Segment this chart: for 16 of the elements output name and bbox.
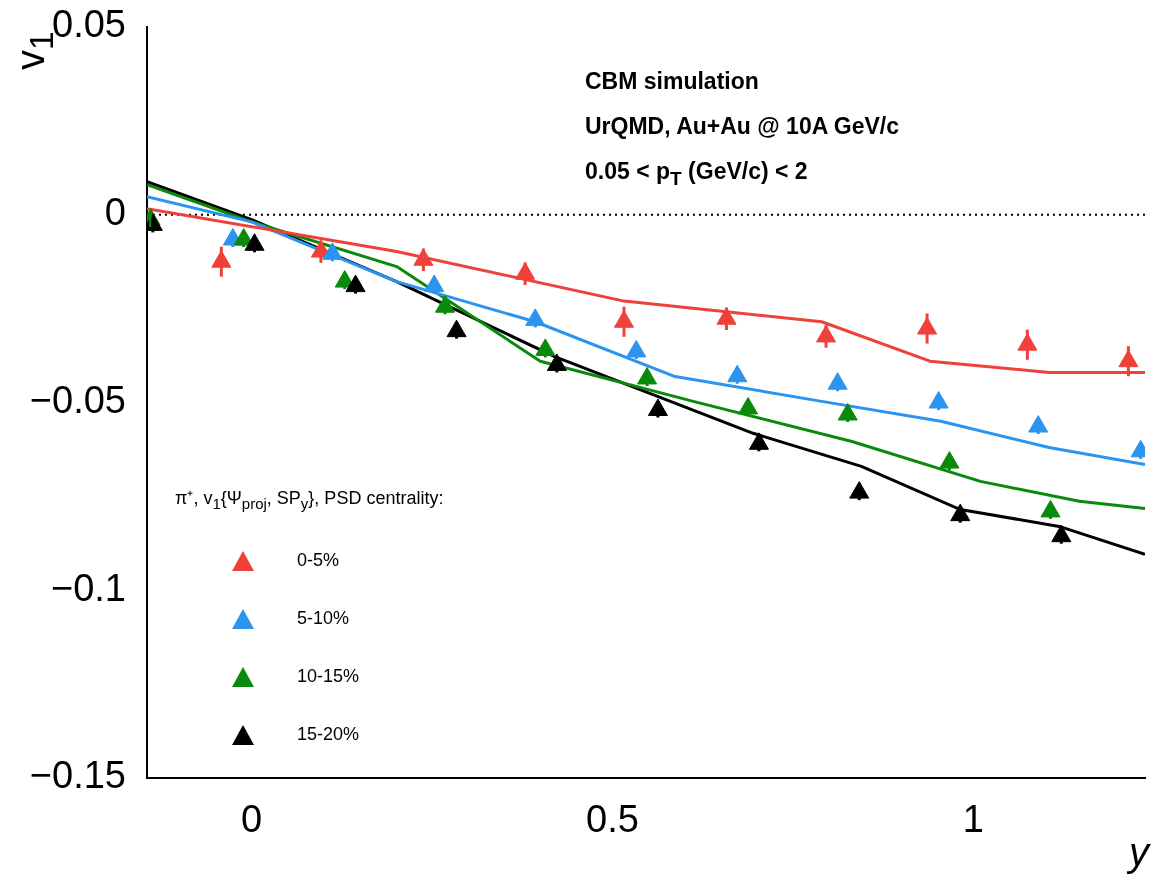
annotation: 0.05 < p$_{T}$ (GeV/c) < 2 [585,158,808,190]
y-tick-label: −0.05 [29,378,126,421]
y-tick-label: −0.1 [50,566,126,609]
legend-label: 5-10% [297,608,350,630]
y-tick-label: −0.15 [29,754,126,797]
legend-title: π⁺, v$_{1}${Ψ$_{proj}$, SP$_{y}$}, PSD centrality: [175,487,444,512]
legend-label: 0-5% [297,550,340,572]
x-axis-title: y [1129,830,1149,875]
x-tick-label: 0 [241,798,263,841]
legend-label: 15-20% [297,724,360,746]
legend-label: 10-15% [297,666,360,688]
y-tick-label: 0 [104,191,126,234]
annotation: CBM simulation [585,68,759,95]
annotation: UrQMD, Au+Au @ 10A GeV/c [585,113,900,140]
x-tick-label: 0.5 [586,798,639,841]
x-tick-label: 1 [962,798,984,841]
